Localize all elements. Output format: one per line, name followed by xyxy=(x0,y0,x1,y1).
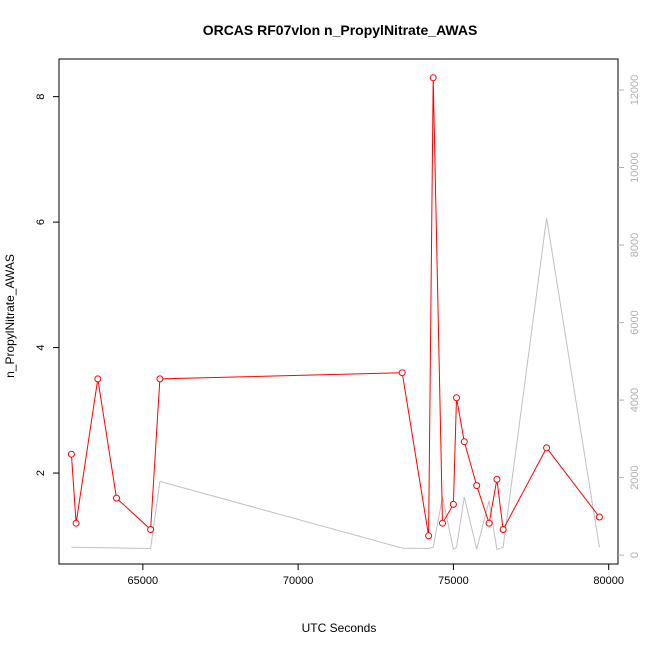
y2-tick-label: 4000 xyxy=(629,388,641,412)
y2-tick-label: 12000 xyxy=(629,75,641,106)
series-right-line-group xyxy=(71,217,600,551)
y2-tick-label: 0 xyxy=(629,552,641,558)
data-point xyxy=(425,532,433,540)
data-point xyxy=(94,375,102,383)
y-axis-left: 2 4 6 8 xyxy=(35,94,59,476)
data-point xyxy=(429,74,437,82)
y2-tick-label: 2000 xyxy=(629,465,641,489)
data-point xyxy=(493,475,501,483)
series-left-line xyxy=(70,77,600,536)
y-axis-right: 0 2000 4000 6000 8000 10000 12000 xyxy=(618,75,641,558)
y2-tick-label: 6000 xyxy=(629,310,641,334)
data-point xyxy=(485,519,493,527)
x-tick-label: 80000 xyxy=(593,575,624,587)
x-tick-label: 65000 xyxy=(128,575,159,587)
series-right-line xyxy=(71,217,600,551)
data-point xyxy=(595,513,603,521)
data-point xyxy=(398,369,406,377)
plot-area xyxy=(67,74,603,551)
data-point xyxy=(156,375,164,383)
data-point xyxy=(147,526,155,533)
data-point xyxy=(499,526,507,533)
y-tick-label: 4 xyxy=(35,345,47,351)
data-point xyxy=(453,394,460,402)
series-left-points-group xyxy=(67,74,603,540)
series-left-line-group xyxy=(70,77,600,536)
data-point xyxy=(113,494,120,502)
chart-title: ORCAS RF07vlon n_PropylNitrate_AWAS xyxy=(203,22,478,38)
plot-frame xyxy=(58,58,619,565)
x-tick-label: 70000 xyxy=(283,575,314,587)
y-tick-label: 8 xyxy=(35,94,47,100)
x-axis-label: UTC Seconds xyxy=(302,621,377,635)
data-point xyxy=(72,519,80,527)
data-point xyxy=(460,438,468,446)
y-axis-label: n_PropylNitrate_AWAS xyxy=(3,254,17,378)
data-point xyxy=(473,482,481,490)
data-point xyxy=(67,450,75,458)
y2-tick-label: 8000 xyxy=(629,233,641,257)
y-tick-label: 6 xyxy=(35,219,47,225)
x-tick-label: 75000 xyxy=(438,575,469,587)
x-axis: 65000 70000 75000 80000 xyxy=(128,564,624,587)
data-point xyxy=(543,444,551,452)
data-point xyxy=(439,519,446,527)
y2-tick-label: 10000 xyxy=(629,152,641,183)
data-point xyxy=(449,500,457,508)
y-tick-label: 2 xyxy=(35,470,47,476)
